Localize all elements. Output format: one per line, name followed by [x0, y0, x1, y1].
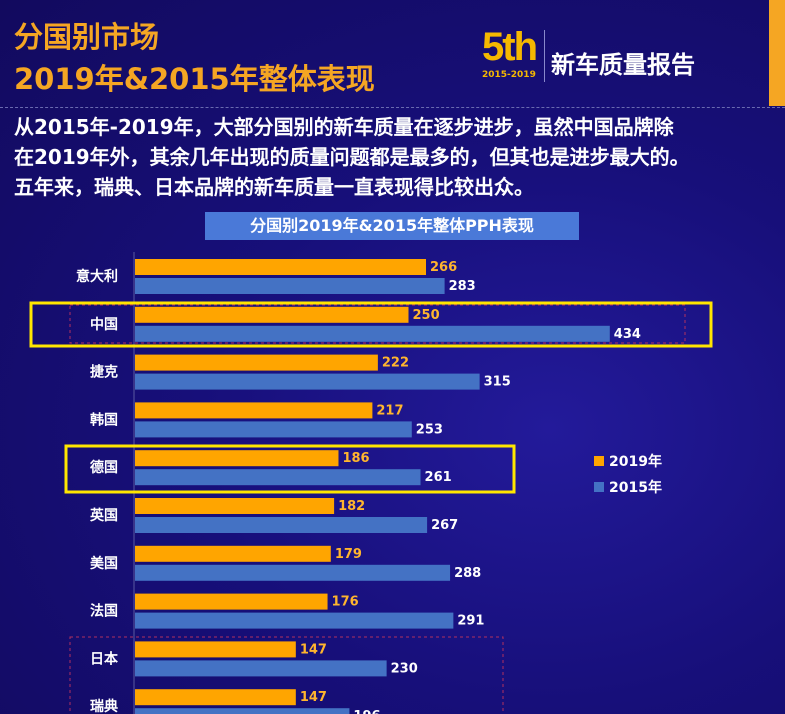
dashed-highlight — [69, 304, 686, 344]
category-label: 瑞典 — [90, 698, 118, 714]
bar-2015 — [135, 469, 421, 486]
legend-swatch — [594, 456, 604, 466]
category-label: 英国 — [89, 507, 118, 524]
legend-item-2015: 2015年 — [594, 474, 662, 500]
dashed-highlight — [69, 636, 504, 714]
data-label: 179 — [335, 547, 362, 562]
data-label: 250 — [413, 308, 440, 323]
bar-2019 — [135, 641, 296, 658]
data-label: 186 — [342, 451, 369, 466]
category-label: 中国 — [90, 316, 118, 333]
data-label: 266 — [430, 260, 457, 275]
data-label: 230 — [391, 661, 418, 676]
highlight-box-china — [29, 301, 713, 348]
logo-mark: 5th 2015-2019 — [482, 25, 538, 82]
data-label: 283 — [449, 279, 476, 294]
legend: 2019年 2015年 — [594, 448, 662, 500]
data-label: 217 — [376, 403, 403, 418]
bar-2015 — [135, 517, 428, 533]
logo-years: 2015-2019 — [482, 70, 536, 80]
data-label: 267 — [431, 518, 458, 533]
data-label: 182 — [338, 499, 365, 514]
bar-2019 — [135, 306, 409, 323]
category-label: 韩国 — [90, 411, 118, 428]
bar-2019 — [135, 402, 373, 419]
data-label: 315 — [484, 375, 511, 390]
category-label: 日本 — [90, 650, 119, 667]
bar-2015 — [135, 278, 445, 294]
data-label: 196 — [353, 709, 380, 714]
category-label: 德国 — [90, 459, 118, 476]
bar-2019 — [135, 498, 335, 514]
page-title: 分国别市场 2019年&2015年整体表现 — [14, 16, 375, 100]
accent-bar — [769, 0, 785, 106]
title-line-1: 分国别市场 — [14, 20, 160, 54]
bar-2015 — [135, 564, 451, 581]
chart-title: 分国别2019年&2015年整体PPH表现 — [205, 212, 579, 240]
bar-2015 — [135, 373, 480, 390]
bar-2015 — [135, 612, 454, 629]
bar-2019 — [135, 450, 339, 467]
category-label: 美国 — [90, 555, 118, 572]
category-label: 法国 — [90, 603, 118, 620]
highlight-box-germany — [64, 444, 516, 494]
data-label: 434 — [614, 327, 641, 342]
logo-divider — [544, 30, 545, 82]
category-label: 捷克 — [90, 364, 118, 381]
legend-label: 2019年 — [609, 454, 662, 470]
legend-item-2019: 2019年 — [594, 448, 662, 474]
bar-2019 — [135, 689, 296, 706]
logo-name: 新车质量报告 — [551, 51, 695, 79]
bar-2019 — [135, 545, 331, 562]
bar-2019 — [135, 593, 328, 610]
data-label: 291 — [457, 614, 484, 629]
bar-2015 — [135, 325, 610, 342]
description-line: 从2015年-2019年，大部分国别的新车质量在逐步进步，虽然中国品牌除 — [14, 115, 674, 139]
data-label: 222 — [382, 356, 409, 371]
bar-2015 — [135, 708, 350, 714]
divider — [0, 107, 785, 108]
bar-2019 — [135, 259, 427, 275]
data-label: 288 — [454, 566, 481, 581]
report-logo: 5th 2015-2019 新车质量报告 — [482, 26, 695, 82]
legend-label: 2015年 — [609, 480, 662, 496]
description: 从2015年-2019年，大部分国别的新车质量在逐步进步，虽然中国品牌除 在20… — [14, 112, 784, 202]
description-line: 在2019年外，其余几年出现的质量问题都是最多的，但其也是进步最大的。 — [14, 145, 690, 169]
data-label: 261 — [425, 470, 452, 485]
title-line-2: 2019年&2015年整体表现 — [14, 62, 375, 96]
bar-2019 — [135, 354, 378, 371]
category-label: 意大利 — [76, 268, 118, 285]
description-line: 五年来，瑞典、日本品牌的新车质量一直表现得比较出众。 — [14, 175, 534, 199]
bar-2015 — [135, 421, 412, 438]
logo-5th: 5th — [482, 25, 538, 69]
data-label: 147 — [300, 642, 327, 657]
bar-2015 — [135, 660, 387, 677]
data-label: 253 — [416, 422, 443, 437]
legend-swatch — [594, 482, 604, 492]
data-label: 147 — [300, 690, 327, 705]
data-label: 176 — [332, 595, 359, 610]
